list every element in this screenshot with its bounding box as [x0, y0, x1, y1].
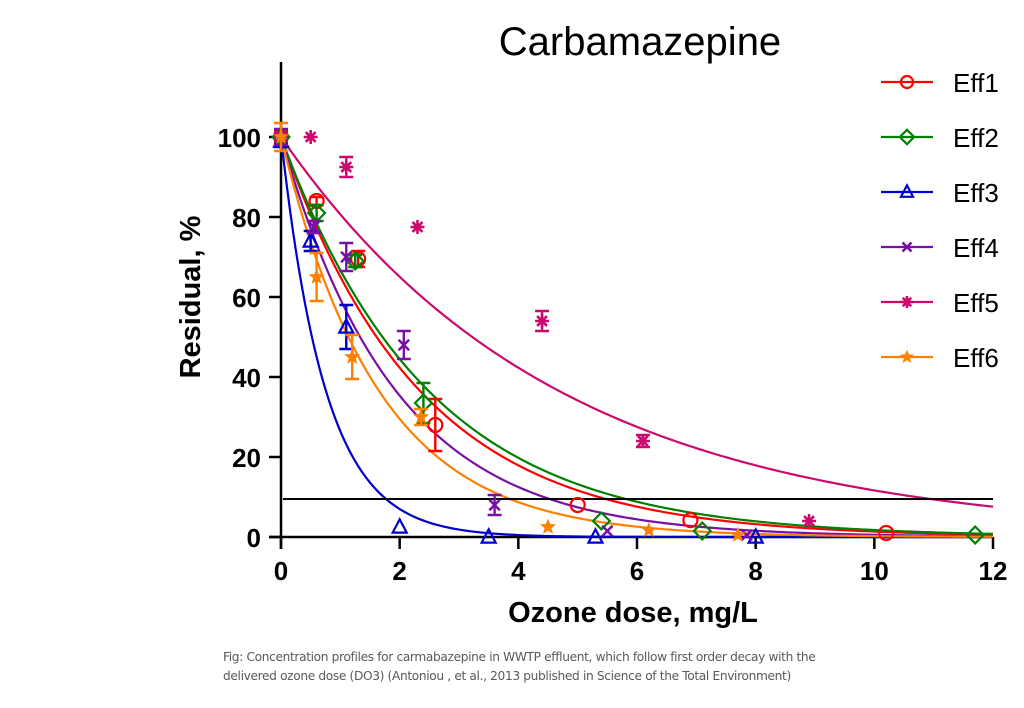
axes: 0 20 40 60 80 100 0 2 4 6 8 10 12: [218, 62, 1008, 586]
data-point-asterisk: [410, 220, 425, 234]
data-point-diamond: [413, 393, 434, 413]
data-point-x: [601, 524, 614, 538]
data-point-circle: [569, 496, 586, 514]
fit-curve-eff1: [279, 136, 994, 536]
legend-triangle-icon: [899, 183, 915, 198]
x-tick-label: 12: [979, 556, 1008, 586]
data-point-asterisk: [802, 514, 817, 528]
data-point-circle: [427, 416, 444, 434]
x-tick-label: 4: [511, 556, 526, 586]
x-tick-label: 10: [860, 556, 889, 586]
data-point-asterisk: [339, 160, 354, 174]
figure-caption: Fig: Concentration profiles for carmabaz…: [223, 648, 1003, 686]
y-tick-label: 80: [232, 203, 261, 233]
legend-item-eff3: Eff3: [881, 178, 999, 208]
x-tick-label: 6: [630, 556, 644, 586]
x-tick-label: 0: [274, 556, 288, 586]
data-point-diamond: [591, 511, 612, 531]
legend-item-eff5: Eff5: [881, 288, 999, 318]
legend-asterisk-icon: [901, 296, 913, 308]
data-point-x: [488, 498, 501, 512]
fit-curve-eff4: [279, 136, 994, 538]
data-point-star: [539, 518, 557, 534]
legend-diamond-icon: [898, 128, 916, 146]
error-bar: [339, 303, 354, 351]
y-tick-label: 60: [232, 283, 261, 313]
legend-label: Eff3: [953, 178, 999, 208]
data-point-triangle: [301, 230, 320, 248]
error-bar: [348, 253, 363, 269]
data-point-x: [307, 220, 320, 234]
legend-item-eff2: Eff2: [881, 123, 999, 153]
fit-curve-eff2: [279, 136, 994, 535]
x-tick-label: 2: [392, 556, 406, 586]
data-point-x: [340, 250, 353, 264]
carbamazepine-chart: Carbamazepine 0 20 40 60 80 100 0 2 4 6 8 10 12 Eff1…: [175, 20, 1008, 629]
data-point-x: [740, 528, 753, 542]
data-point-star: [729, 526, 746, 542]
legend-label: Eff1: [953, 68, 999, 98]
data-point-asterisk: [535, 314, 550, 328]
fit-curves: [279, 136, 994, 539]
chart-title: Carbamazepine: [499, 20, 781, 64]
data-markers: [271, 121, 986, 545]
y-tick-label: 100: [218, 123, 261, 153]
series-eff6: [272, 121, 746, 542]
y-axis-label: Residual, %: [175, 215, 207, 378]
data-point-triangle: [390, 516, 409, 534]
legend: Eff1 Eff2 Eff3 Eff4 Eff5 Eff6: [881, 68, 999, 373]
data-point-star: [640, 521, 657, 538]
legend-item-eff6: Eff6: [881, 343, 999, 373]
legend-circle-icon: [899, 74, 915, 90]
error-bar: [428, 397, 443, 453]
legend-label: Eff4: [953, 233, 999, 263]
data-point-circle: [878, 524, 895, 542]
data-point-triangle: [746, 526, 765, 544]
fit-curve-eff5: [280, 136, 994, 508]
data-point-diamond: [345, 251, 366, 271]
data-point-diamond: [692, 521, 713, 541]
data-point-star: [272, 128, 290, 144]
caption-line-2: delivered ozone dose (DO3) (Antoniou , e…: [223, 669, 791, 683]
x-axis-label: Ozone dose, mg/L: [508, 597, 758, 629]
data-point-star: [412, 408, 430, 424]
data-point-asterisk: [303, 130, 318, 144]
data-point-star: [344, 348, 361, 364]
data-point-diamond: [965, 525, 986, 545]
legend-item-eff4: Eff4: [881, 233, 999, 263]
series-eff2: [271, 127, 986, 545]
data-point-triangle: [586, 526, 605, 544]
x-tick-label: 8: [748, 556, 762, 586]
legend-star-icon: [899, 349, 915, 363]
data-point-x: [397, 338, 410, 352]
legend-label: Eff2: [953, 123, 999, 153]
legend-label: Eff6: [953, 343, 999, 373]
y-tick-label: 20: [232, 443, 261, 473]
fit-curve-eff3: [279, 136, 993, 539]
series-eff3: [272, 130, 765, 544]
data-point-triangle: [479, 526, 498, 544]
legend-label: Eff5: [953, 288, 999, 318]
y-tick-label: 0: [247, 523, 261, 553]
data-point-triangle: [337, 316, 356, 334]
legend-item-eff1: Eff1: [881, 68, 999, 98]
legend-x-icon: [901, 241, 913, 253]
y-tick-label: 40: [232, 363, 261, 393]
fit-curve-eff6: [279, 136, 994, 538]
data-point-asterisk: [635, 434, 650, 448]
caption-line-1: Fig: Concentration profiles for carmabaz…: [223, 650, 816, 664]
data-point-star: [308, 268, 325, 284]
data-point-circle: [682, 512, 699, 529]
